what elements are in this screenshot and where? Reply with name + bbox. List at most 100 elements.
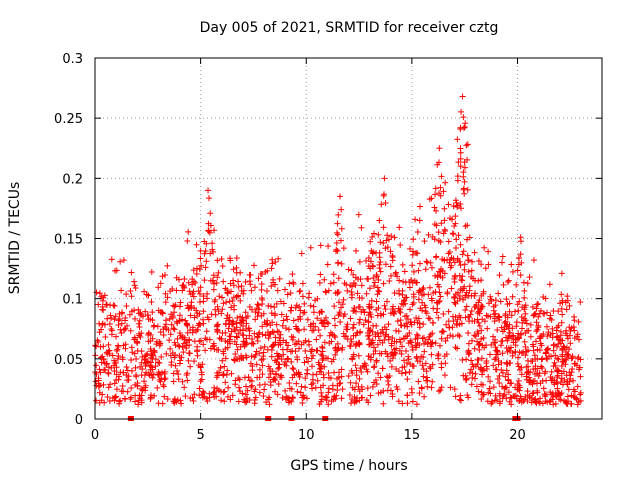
- data-point: [485, 373, 492, 380]
- data-point: [450, 293, 457, 300]
- data-point: [439, 256, 446, 263]
- data-point: [481, 244, 488, 251]
- data-point: [410, 268, 417, 275]
- data-point: [366, 309, 373, 316]
- data-point: [422, 360, 429, 367]
- data-point: [380, 280, 387, 287]
- data-point: [185, 305, 192, 312]
- data-point: [233, 254, 240, 261]
- data-point: [438, 335, 445, 342]
- data-point: [235, 278, 242, 285]
- data-point: [264, 329, 271, 336]
- data-point: [577, 299, 584, 306]
- data-point: [395, 287, 402, 294]
- data-point: [367, 258, 374, 265]
- data-point: [107, 302, 114, 309]
- data-point: [118, 287, 125, 294]
- data-point: [191, 338, 198, 345]
- data-point: [521, 287, 528, 294]
- data-point: [177, 299, 184, 306]
- data-point: [350, 324, 357, 331]
- data-point: [435, 229, 442, 236]
- data-point: [349, 291, 356, 298]
- data-point: [535, 300, 542, 307]
- data-point: [367, 356, 374, 363]
- data-point: [461, 164, 468, 171]
- data-point: [279, 394, 286, 401]
- data-point: [206, 394, 213, 401]
- data-point: [200, 388, 207, 395]
- data-point: [111, 302, 118, 309]
- data-point: [425, 336, 432, 343]
- data-point: [117, 258, 124, 265]
- data-point: [256, 350, 263, 357]
- data-point: [325, 401, 332, 408]
- data-point: [416, 324, 423, 331]
- data-point: [179, 287, 186, 294]
- data-point: [428, 195, 435, 202]
- data-point: [200, 316, 207, 323]
- data-point: [162, 299, 169, 306]
- data-point: [540, 293, 547, 300]
- data-point: [329, 331, 336, 338]
- data-point: [437, 293, 444, 300]
- data-point: [533, 305, 540, 312]
- data-point: [506, 333, 513, 340]
- data-point: [554, 380, 561, 387]
- data-point: [437, 387, 444, 394]
- data-point: [270, 376, 277, 383]
- data-point: [564, 351, 571, 358]
- data-point: [264, 320, 271, 327]
- data-point: [254, 334, 261, 341]
- data-point: [332, 334, 339, 341]
- data-point: [369, 234, 376, 241]
- data-point: [234, 334, 241, 341]
- data-point: [294, 326, 301, 333]
- data-point: [438, 364, 445, 371]
- data-point: [352, 247, 359, 254]
- data-point: [373, 359, 380, 366]
- data-point: [229, 321, 236, 328]
- data-point: [131, 282, 138, 289]
- data-point: [536, 399, 543, 406]
- data-point: [577, 391, 584, 398]
- data-point: [132, 398, 139, 405]
- data-point: [428, 351, 435, 358]
- data-point: [387, 272, 394, 279]
- data-point: [424, 374, 431, 381]
- data-point: [370, 249, 377, 256]
- data-point: [498, 259, 505, 266]
- data-point: [535, 324, 542, 331]
- data-point: [478, 277, 485, 284]
- data-point: [316, 279, 323, 286]
- data-point: [495, 290, 502, 297]
- data-point: [196, 266, 203, 273]
- data-point: [119, 309, 126, 316]
- data-point: [536, 335, 543, 342]
- data-point: [516, 298, 523, 305]
- data-point: [562, 299, 569, 306]
- data-point: [257, 345, 264, 352]
- data-point: [171, 396, 178, 403]
- data-point: [484, 325, 491, 332]
- data-point: [211, 388, 218, 395]
- data-point: [323, 289, 330, 296]
- data-point: [374, 291, 381, 298]
- data-point: [548, 368, 555, 375]
- data-point: [494, 376, 501, 383]
- data-point: [356, 319, 363, 326]
- data-point: [454, 345, 461, 352]
- data-point: [329, 386, 336, 393]
- data-point: [437, 184, 444, 191]
- axes: 0 5 10 15 20 0 0.05 0.1 0.15 0.2 0.25 0.3: [54, 52, 602, 443]
- data-point: [175, 371, 182, 378]
- data-point: [236, 376, 243, 383]
- data-point: [422, 308, 429, 315]
- data-point: [401, 335, 408, 342]
- data-point: [460, 296, 467, 303]
- data-point: [513, 281, 520, 288]
- data-point: [242, 383, 249, 390]
- data-point: [155, 359, 162, 366]
- data-point: [402, 313, 409, 320]
- data-point: [297, 389, 304, 396]
